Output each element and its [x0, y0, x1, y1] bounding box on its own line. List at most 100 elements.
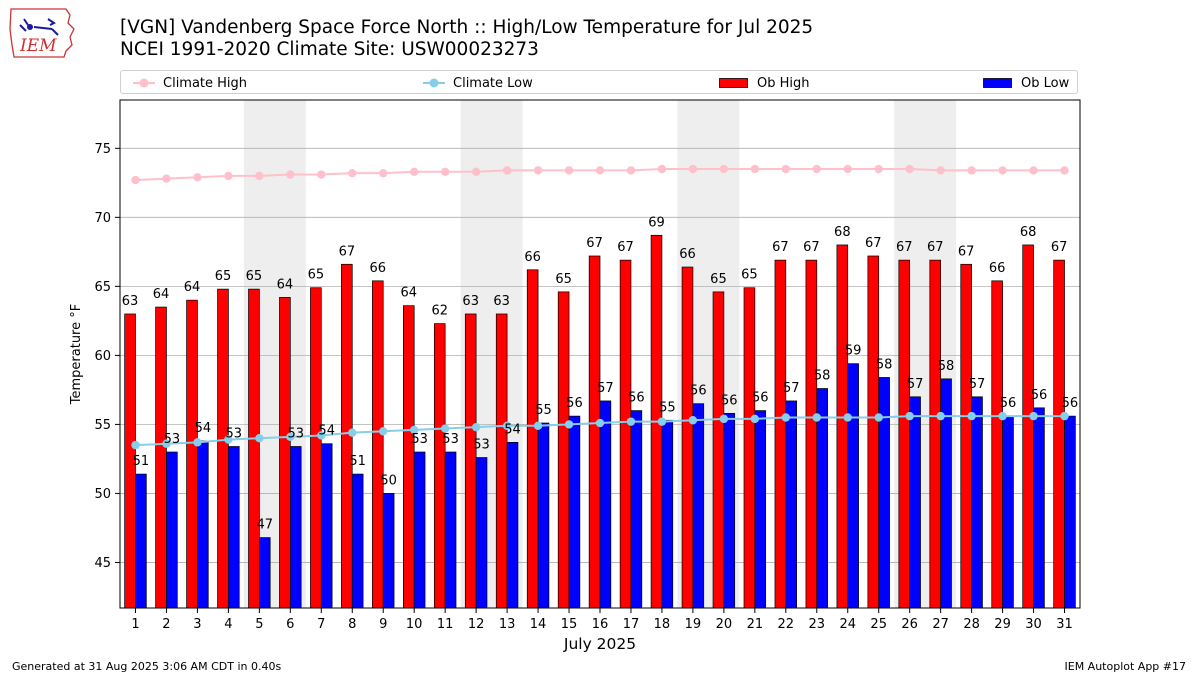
- x-tick-label: 30: [1025, 617, 1042, 632]
- ob-high-value-label: 69: [648, 215, 665, 230]
- legend-item-climate-high: Climate High: [133, 74, 247, 92]
- climate-high-point: [626, 166, 636, 175]
- ob-low-value-label: 51: [349, 454, 366, 469]
- ob-high-value-label: 67: [772, 240, 789, 255]
- climate-high-point: [595, 166, 605, 175]
- climate-high-point: [874, 164, 883, 174]
- y-tick-label: 70: [94, 211, 111, 226]
- x-tick-label: 19: [685, 617, 702, 632]
- climate-low-point: [255, 434, 264, 443]
- climate-low-point: [224, 435, 233, 444]
- ob-high-bar: [248, 288, 260, 609]
- ob-low-value-label: 55: [535, 403, 552, 418]
- legend-bar-swatch-icon: [719, 78, 748, 88]
- x-tick-label: 4: [224, 617, 232, 632]
- ob-low-bar: [1064, 415, 1076, 609]
- y-tick-label: 45: [94, 556, 111, 571]
- y-axis-label: Temperature °F: [69, 304, 84, 405]
- ob-high-bar: [681, 266, 694, 609]
- ob-low-bar: [1002, 415, 1014, 609]
- ob-high-bar: [372, 280, 384, 609]
- climate-low-point: [626, 417, 636, 426]
- ob-high-value-label: 65: [741, 268, 758, 283]
- x-tick-label: 17: [623, 617, 640, 632]
- climate-high-point: [471, 167, 481, 176]
- ob-low-bar: [413, 451, 426, 609]
- climate-high-point: [255, 171, 264, 181]
- climate-low-point: [379, 427, 388, 436]
- ob-low-value-label: 57: [969, 377, 986, 392]
- ob-high-bar: [1022, 244, 1034, 609]
- ob-high-bar: [433, 323, 446, 609]
- ob-low-bar: [166, 451, 178, 609]
- climate-high-point: [224, 171, 233, 181]
- ob-low-bar: [754, 410, 767, 609]
- legend-line-marker-icon: [423, 78, 445, 88]
- ob-high-value-label: 67: [1051, 240, 1068, 255]
- x-tick-label: 11: [437, 617, 454, 632]
- ob-low-value-label: 53: [473, 438, 490, 453]
- climate-high-point: [719, 164, 729, 174]
- climate-low-point: [750, 414, 760, 424]
- ob-low-value-label: 59: [845, 344, 862, 359]
- climate-low-point: [998, 411, 1007, 421]
- footer-app-id: IEM Autoplot App #17: [1064, 660, 1187, 673]
- ob-high-value-label: 63: [462, 294, 479, 309]
- ob-high-bar: [464, 313, 477, 609]
- ob-low-value-label: 56: [1062, 396, 1079, 411]
- ob-low-value-label: 53: [287, 426, 304, 441]
- x-tick-label: 31: [1056, 617, 1073, 632]
- ob-high-value-label: 65: [710, 272, 727, 287]
- climate-high-point: [533, 166, 543, 175]
- ob-high-value-label: 65: [215, 269, 232, 284]
- climate-low-point: [1029, 411, 1038, 421]
- x-tick-label: 5: [255, 617, 263, 632]
- y-tick-label: 55: [94, 418, 111, 433]
- ob-high-value-label: 67: [958, 244, 975, 259]
- x-axis-label: July 2025: [563, 635, 636, 653]
- ob-low-bar: [692, 403, 705, 609]
- climate-high-point: [131, 175, 140, 185]
- ob-low-bar: [444, 451, 457, 609]
- ob-low-bar: [320, 443, 333, 609]
- legend-label: Climate High: [163, 75, 248, 91]
- climate-low-point: [688, 416, 698, 425]
- ob-low-bar: [723, 413, 736, 609]
- ob-high-bar: [310, 287, 322, 609]
- legend-bar-swatch-icon: [983, 78, 1012, 88]
- climate-lines: [131, 164, 1069, 450]
- ob-high-bar: [898, 259, 911, 609]
- ob-low-bar: [785, 400, 797, 609]
- ob-low-bar: [847, 363, 859, 609]
- climate-low-point: [440, 424, 450, 433]
- x-tick-label: 13: [499, 617, 516, 632]
- x-tick-label: 6: [286, 617, 294, 632]
- ob-low-value-label: 56: [690, 384, 707, 399]
- ob-high-value-label: 63: [122, 294, 139, 309]
- legend: Climate High Climate Low Ob High Ob Low: [120, 70, 1078, 94]
- climate-high-point: [905, 164, 914, 174]
- climate-low-point: [471, 422, 481, 432]
- y-tick-label: 50: [94, 487, 111, 502]
- bars: [124, 234, 1076, 609]
- x-tick-label: 28: [963, 617, 980, 632]
- climate-high-point: [967, 166, 976, 175]
- x-tick-label: 21: [747, 617, 764, 632]
- climate-low-point: [843, 413, 852, 422]
- ob-high-bar: [805, 259, 818, 609]
- ob-low-bar: [475, 457, 488, 609]
- ob-high-bar: [1053, 259, 1065, 609]
- x-tick-label: 23: [809, 617, 826, 632]
- ob-low-value-label: 55: [659, 400, 676, 415]
- climate-low-point: [905, 411, 914, 421]
- ob-high-value-label: 66: [370, 261, 387, 276]
- climate-low-point: [286, 432, 295, 442]
- climate-high-point: [812, 164, 821, 174]
- ob-low-value-label: 56: [628, 391, 645, 406]
- climate-low-point: [564, 420, 574, 429]
- x-tick-label: 12: [468, 617, 485, 632]
- ob-low-value-label: 47: [257, 518, 274, 533]
- ob-low-value-label: 56: [566, 396, 583, 411]
- ob-low-value-label: 58: [876, 357, 893, 372]
- legend-line-marker-icon: [133, 78, 155, 88]
